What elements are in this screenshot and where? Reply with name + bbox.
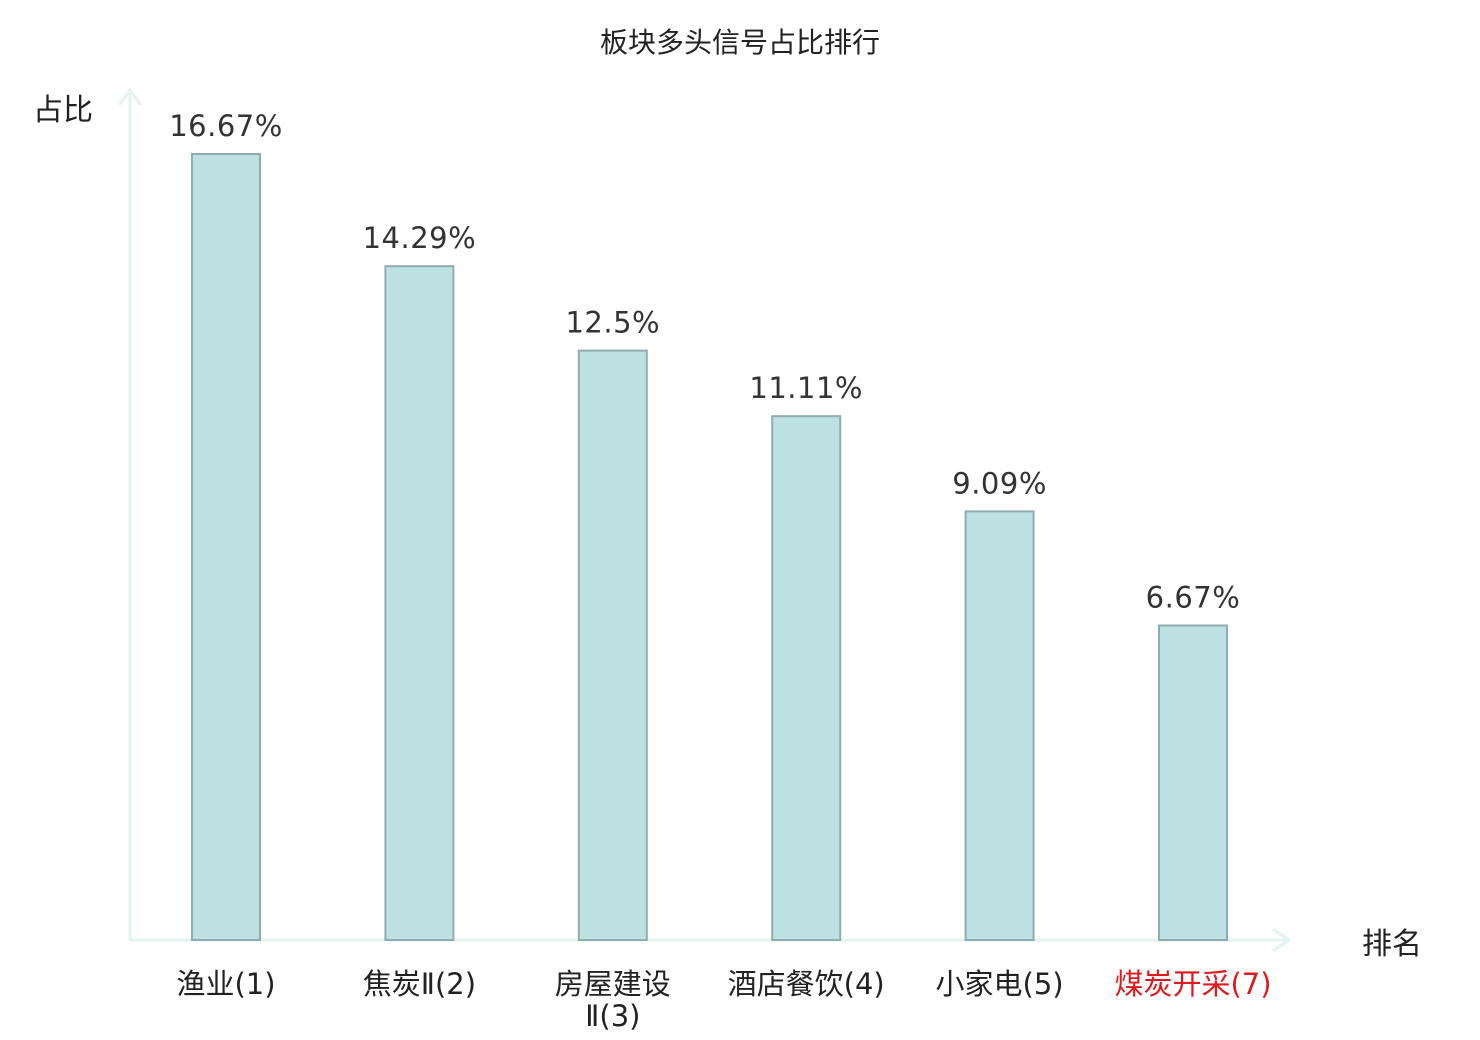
category-labels: 渔业(1) 焦炭Ⅱ(2) 房屋建设 Ⅱ(3) 酒店餐饮(4) 小家电(5) 煤炭开采(7) xyxy=(176,967,1271,1033)
category-label-4: 酒店餐饮(4) xyxy=(728,967,885,1001)
bar-6 xyxy=(1158,624,1228,941)
value-label-5: 9.09% xyxy=(952,466,1047,500)
value-labels: 16.67% 14.29% 12.5% 11.11% 9.09% 6.67% xyxy=(169,109,1240,615)
bar-4 xyxy=(771,415,842,941)
value-label-1: 16.67% xyxy=(169,109,283,143)
y-axis-arrow xyxy=(118,88,142,106)
x-axis-arrow xyxy=(1272,928,1291,952)
category-label-3: 房屋建设 Ⅱ(3) xyxy=(555,967,671,1033)
bar-3 xyxy=(577,349,648,942)
value-label-3: 12.5% xyxy=(565,306,660,340)
category-label-5: 小家电(5) xyxy=(936,967,1064,1001)
category-label-6: 煤炭开采(7) xyxy=(1114,967,1271,1001)
category-label-1: 渔业(1) xyxy=(176,967,275,1001)
bars xyxy=(191,153,1228,942)
x-axis-label: 排名 xyxy=(1362,927,1422,962)
bar-1 xyxy=(191,153,261,941)
bar-5 xyxy=(964,510,1035,941)
category-label-2: 焦炭Ⅱ(2) xyxy=(363,967,476,1001)
bar-2 xyxy=(384,265,455,941)
value-label-4: 11.11% xyxy=(749,371,863,405)
chart-title: 板块多头信号占比排行 xyxy=(600,26,880,59)
axes: 占比 排名 xyxy=(33,88,1422,962)
y-axis-label: 占比 xyxy=(33,93,93,128)
value-label-2: 14.29% xyxy=(363,221,477,255)
value-label-6: 6.67% xyxy=(1146,581,1241,615)
